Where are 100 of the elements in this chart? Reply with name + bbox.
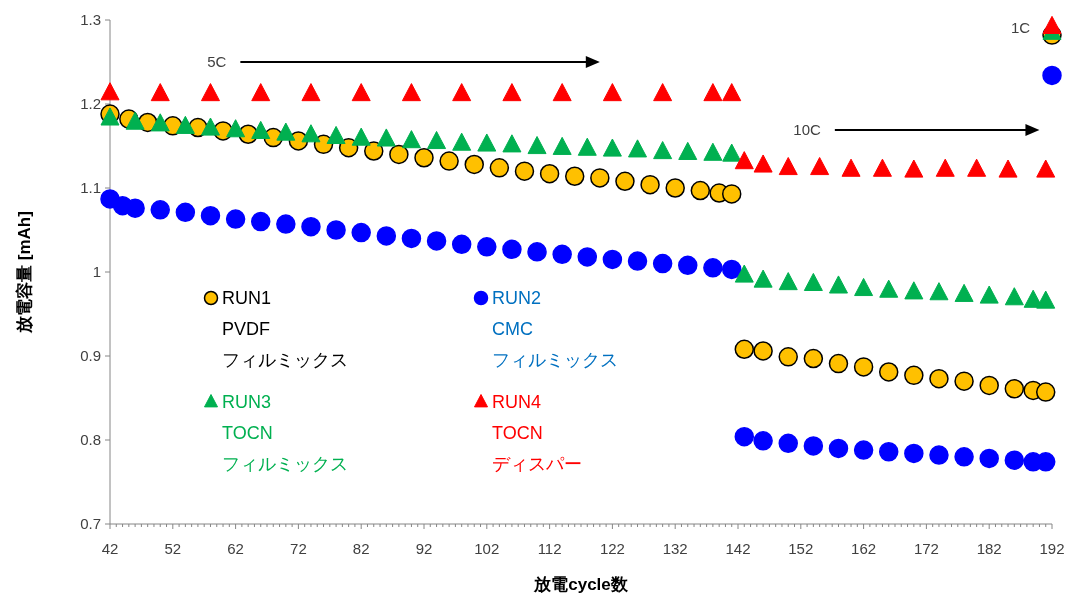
point — [351, 127, 371, 146]
point — [628, 139, 648, 158]
y-tick-label: 1 — [92, 263, 101, 280]
point — [301, 124, 321, 143]
point — [778, 156, 798, 176]
point — [703, 258, 723, 278]
point — [678, 141, 698, 160]
x-tick-label: 112 — [537, 540, 562, 557]
y-tick-label: 0.7 — [80, 515, 101, 532]
point — [276, 122, 296, 141]
point — [734, 426, 755, 447]
point — [904, 365, 924, 386]
legend-label: RUN3 TOCN フィルミックス — [222, 392, 348, 474]
point — [552, 136, 572, 155]
point — [426, 231, 447, 251]
point — [577, 247, 598, 267]
point — [401, 130, 421, 149]
point — [753, 431, 773, 451]
point — [853, 357, 874, 377]
y-tick-label: 1.1 — [80, 179, 101, 196]
point — [527, 242, 547, 262]
point — [1036, 290, 1056, 309]
point — [590, 168, 610, 188]
point — [200, 205, 221, 226]
x-tick-label: 142 — [725, 540, 751, 557]
annotation: 10C — [793, 121, 821, 139]
point — [954, 371, 974, 391]
annotation: 5C — [207, 53, 227, 70]
point — [803, 436, 824, 456]
point — [175, 115, 195, 134]
point — [803, 348, 824, 369]
point — [250, 211, 271, 232]
point — [1004, 287, 1024, 306]
point — [1035, 382, 1056, 402]
point — [734, 151, 754, 170]
point — [967, 158, 987, 177]
point — [841, 158, 861, 177]
point — [878, 362, 899, 382]
point — [929, 368, 949, 389]
point — [879, 279, 899, 298]
y-tick-label: 0.9 — [80, 347, 101, 364]
point — [853, 440, 874, 460]
point — [753, 341, 773, 361]
point — [753, 154, 773, 173]
point — [276, 214, 296, 234]
x-tick-label: 72 — [290, 540, 307, 557]
point — [734, 339, 755, 360]
point — [150, 113, 170, 132]
point — [1004, 379, 1025, 399]
x-tick-label: 132 — [662, 540, 688, 557]
point — [514, 161, 535, 181]
x-tick-label: 42 — [101, 540, 119, 557]
point — [125, 198, 145, 218]
point — [552, 83, 572, 102]
point — [998, 159, 1018, 178]
point — [979, 375, 999, 396]
legend-label: RUN4 TOCN ディスパー — [492, 392, 582, 474]
point — [527, 135, 547, 155]
point — [301, 83, 321, 102]
point — [351, 83, 371, 102]
point — [828, 438, 849, 459]
point — [175, 202, 196, 223]
point — [904, 159, 924, 178]
x-tick-label: 192 — [1039, 540, 1065, 557]
point — [722, 143, 742, 162]
point — [753, 269, 773, 288]
point — [640, 174, 660, 195]
point — [810, 156, 830, 176]
point — [929, 282, 949, 301]
point — [734, 264, 754, 283]
point — [979, 285, 999, 304]
point — [401, 83, 421, 102]
x-tick-label: 162 — [851, 540, 877, 557]
annotation: 1C — [1011, 19, 1031, 37]
point — [602, 138, 622, 157]
point — [979, 448, 999, 469]
point — [854, 277, 874, 297]
x-tick-label: 182 — [976, 540, 1002, 557]
x-tick-label: 92 — [415, 540, 433, 557]
point — [225, 209, 246, 229]
point — [653, 141, 673, 160]
x-tick-label: 52 — [164, 540, 182, 557]
point — [1042, 65, 1062, 86]
legend-label: RUN1 PVDF フィルミックス — [222, 288, 348, 370]
x-axis-title: 放電cycle数 — [533, 575, 629, 594]
point — [577, 137, 597, 156]
point — [451, 234, 472, 255]
point — [489, 158, 510, 178]
point — [627, 251, 648, 271]
point — [552, 244, 572, 265]
point — [828, 353, 849, 374]
point — [401, 228, 422, 249]
y-tick-label: 1.2 — [80, 95, 101, 112]
point — [150, 200, 170, 220]
point — [954, 447, 974, 467]
point — [653, 83, 673, 102]
point — [477, 133, 497, 152]
point — [904, 443, 924, 464]
y-tick-label: 1.3 — [80, 11, 101, 28]
point — [1004, 450, 1025, 470]
